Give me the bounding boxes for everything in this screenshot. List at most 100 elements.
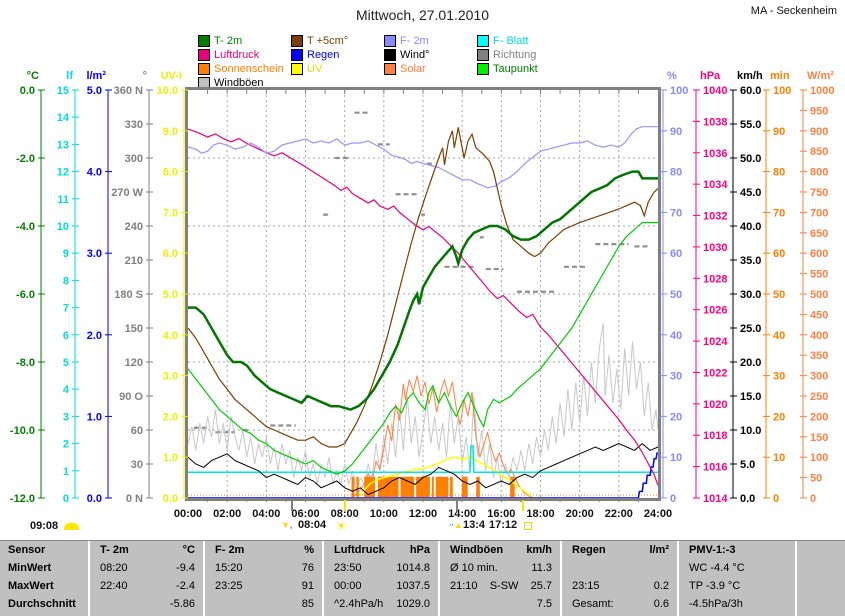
axis-tick-label: 700 [810,207,828,219]
sonnenschein-bar [450,476,453,497]
sonnenschein-bar [461,476,468,497]
axis-tick-label: 0.0 [20,85,35,97]
axis-tick-label: 6.0 [163,248,178,260]
cell-value: 85 [301,598,314,610]
column-unit: % [304,544,314,556]
axis-tick-label: 9.0 [163,126,178,138]
axis-tick-label: 1014 [703,493,728,505]
sonnenschein-bar [476,476,480,497]
series-f2m [187,126,658,189]
cell-value: 25.7 [530,580,552,592]
axis-unit-label: min [770,70,790,82]
axis-tick-label: 400 [810,330,828,342]
axis-tick-label: 15 [57,85,69,97]
cell-value: -2.4 [176,580,195,592]
x-axis-label: 12:00 [409,508,437,520]
axis-tick-label: 270 W [111,187,143,199]
legend-item-f-blatt: F- Blatt [477,34,570,48]
axis-unit-label: km/h [737,70,763,82]
axis-tick-label: 0.0 [163,493,178,505]
axis-tick-label: 30.0 [740,289,761,301]
table-cell: T- 2m °C [88,541,203,559]
legend-swatch-icon [291,35,303,47]
axis-tick-label: 60 [670,248,682,260]
axis-tick-label: 60 [773,248,785,260]
table-cell: 7.5 [438,595,560,613]
table-cell [560,559,677,577]
cell-value: -5.86 [169,598,195,610]
table-cell: PMV-1:-3 [677,541,795,559]
row-label: Sensor [8,544,46,556]
x-axis-label: 02:00 [213,508,241,520]
axis-tick-label: 7 [63,303,69,315]
axis-tick-label: 50 [773,289,785,301]
axis-tick-label: 240 [125,221,143,233]
sun-moon-markers: ▼, 08:04 ☀ ∙∙▲ 13:4 17:12 [0,519,845,535]
axis-tick-label: 90 [773,126,785,138]
sonnenschein-bar [400,476,415,497]
axis-tick-label: 5.0 [740,459,755,471]
legend-swatch-icon [384,49,396,61]
x-axis-label: 14:00 [448,508,476,520]
cell-value: Gesamt: [572,598,614,610]
table-row: MinWert 08:20 -9.4 15:20 76 23:50 1014.8 Ø 10 m… [0,559,845,577]
series-fblatt [188,445,658,474]
axis-tick-label: 7.0 [163,207,178,219]
legend-label: T- 2m [214,35,243,47]
table-cell: 23:25 91 [203,577,322,595]
sun-icon: ☀ [336,519,347,533]
axis-tick-label: 80 [670,167,682,179]
axis-tick-label: 1.0 [87,411,102,423]
axis-tick-label: 20.0 [740,357,761,369]
axis-tick-label: 1024 [703,336,728,348]
column-unit: l/m² [649,544,669,556]
axis-tick-label: 3 [63,411,69,423]
sonnenschein-bar [356,476,359,497]
table-row: MaxWert 22:40 -2.4 23:25 91 00:00 1037.5 21:10 S… [0,577,845,595]
axis-unit-label: lf [66,70,73,82]
table-cell-empty [795,541,845,559]
x-axis-label: 16:00 [487,508,515,520]
legend-label: Solar [400,63,426,75]
axis-tick-label: -6.0 [16,289,35,301]
cell-value: -9.4 [176,562,195,574]
axis-tick-label: 210 [125,255,143,267]
legend-label: T +5cm° [307,35,349,47]
axis-tick-label: 3.0 [163,371,178,383]
cell-value: ^2.4hPa/h [334,598,384,610]
row-label: MaxWert [8,580,54,592]
axis-unit-label: °C [27,70,39,82]
column-unit: km/h [526,544,552,556]
axis-tick-label: 150 [810,432,828,444]
series-t2m [188,170,658,411]
axis-tick-label: 45.0 [740,187,761,199]
axis-tick-label: 350 [810,350,828,362]
axis-tick-label: 30 [670,371,682,383]
column-title: F- 2m [215,544,245,556]
stats-table: Sensor T- 2m °C F- 2m% Luftdruck hPa Windböen k… [0,540,845,616]
legend-label: Richtung [493,49,537,61]
series-wind [187,442,659,496]
cell-value: 0.6 [653,598,669,610]
axis-tick-label: 20 [670,411,682,423]
axis-tick-label: 40 [773,330,785,342]
legend-item-taupunkt: Taupunkt [477,62,570,76]
axis-unit-label: ° [143,70,147,82]
axis-tick-label: -10.0 [10,425,35,437]
cell-value: TP -3.9 °C [689,580,741,592]
legend-label: Regen [307,49,340,61]
sonnenschein-bar [510,476,515,497]
axis-tick-label: 4.0 [163,330,178,342]
legend-item-sonnenschein: Sonnenschein [198,62,291,76]
axis-tick-label: 1016 [703,462,727,474]
cell-value: 76 [301,562,314,574]
cell-value: 7.5 [536,598,552,610]
table-row: Durchschnitt -5.86 85 ^2.4hPa/h 1029.0 7.5 Ges… [0,595,845,613]
axis-tick-label: 650 [810,228,828,240]
axis-unit-label: hPa [700,70,721,82]
axis-tick-label: 1022 [703,367,727,379]
table-cell: WC -4.4 °C [677,559,795,577]
series-taupunkt [187,222,658,475]
legend-swatch-icon [198,35,210,47]
